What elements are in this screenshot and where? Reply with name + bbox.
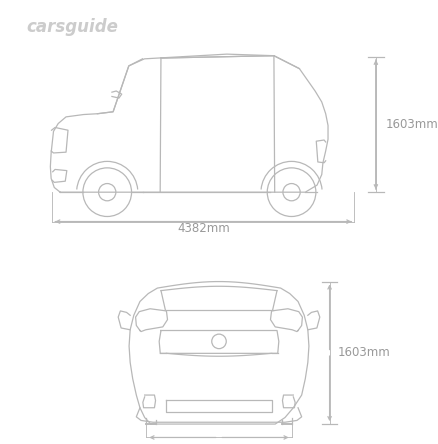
Text: 4382mm: 4382mm <box>177 222 230 235</box>
Text: carsguide: carsguide <box>27 18 119 36</box>
Text: 1603mm: 1603mm <box>338 346 391 359</box>
Text: 1603mm: 1603mm <box>386 118 438 131</box>
